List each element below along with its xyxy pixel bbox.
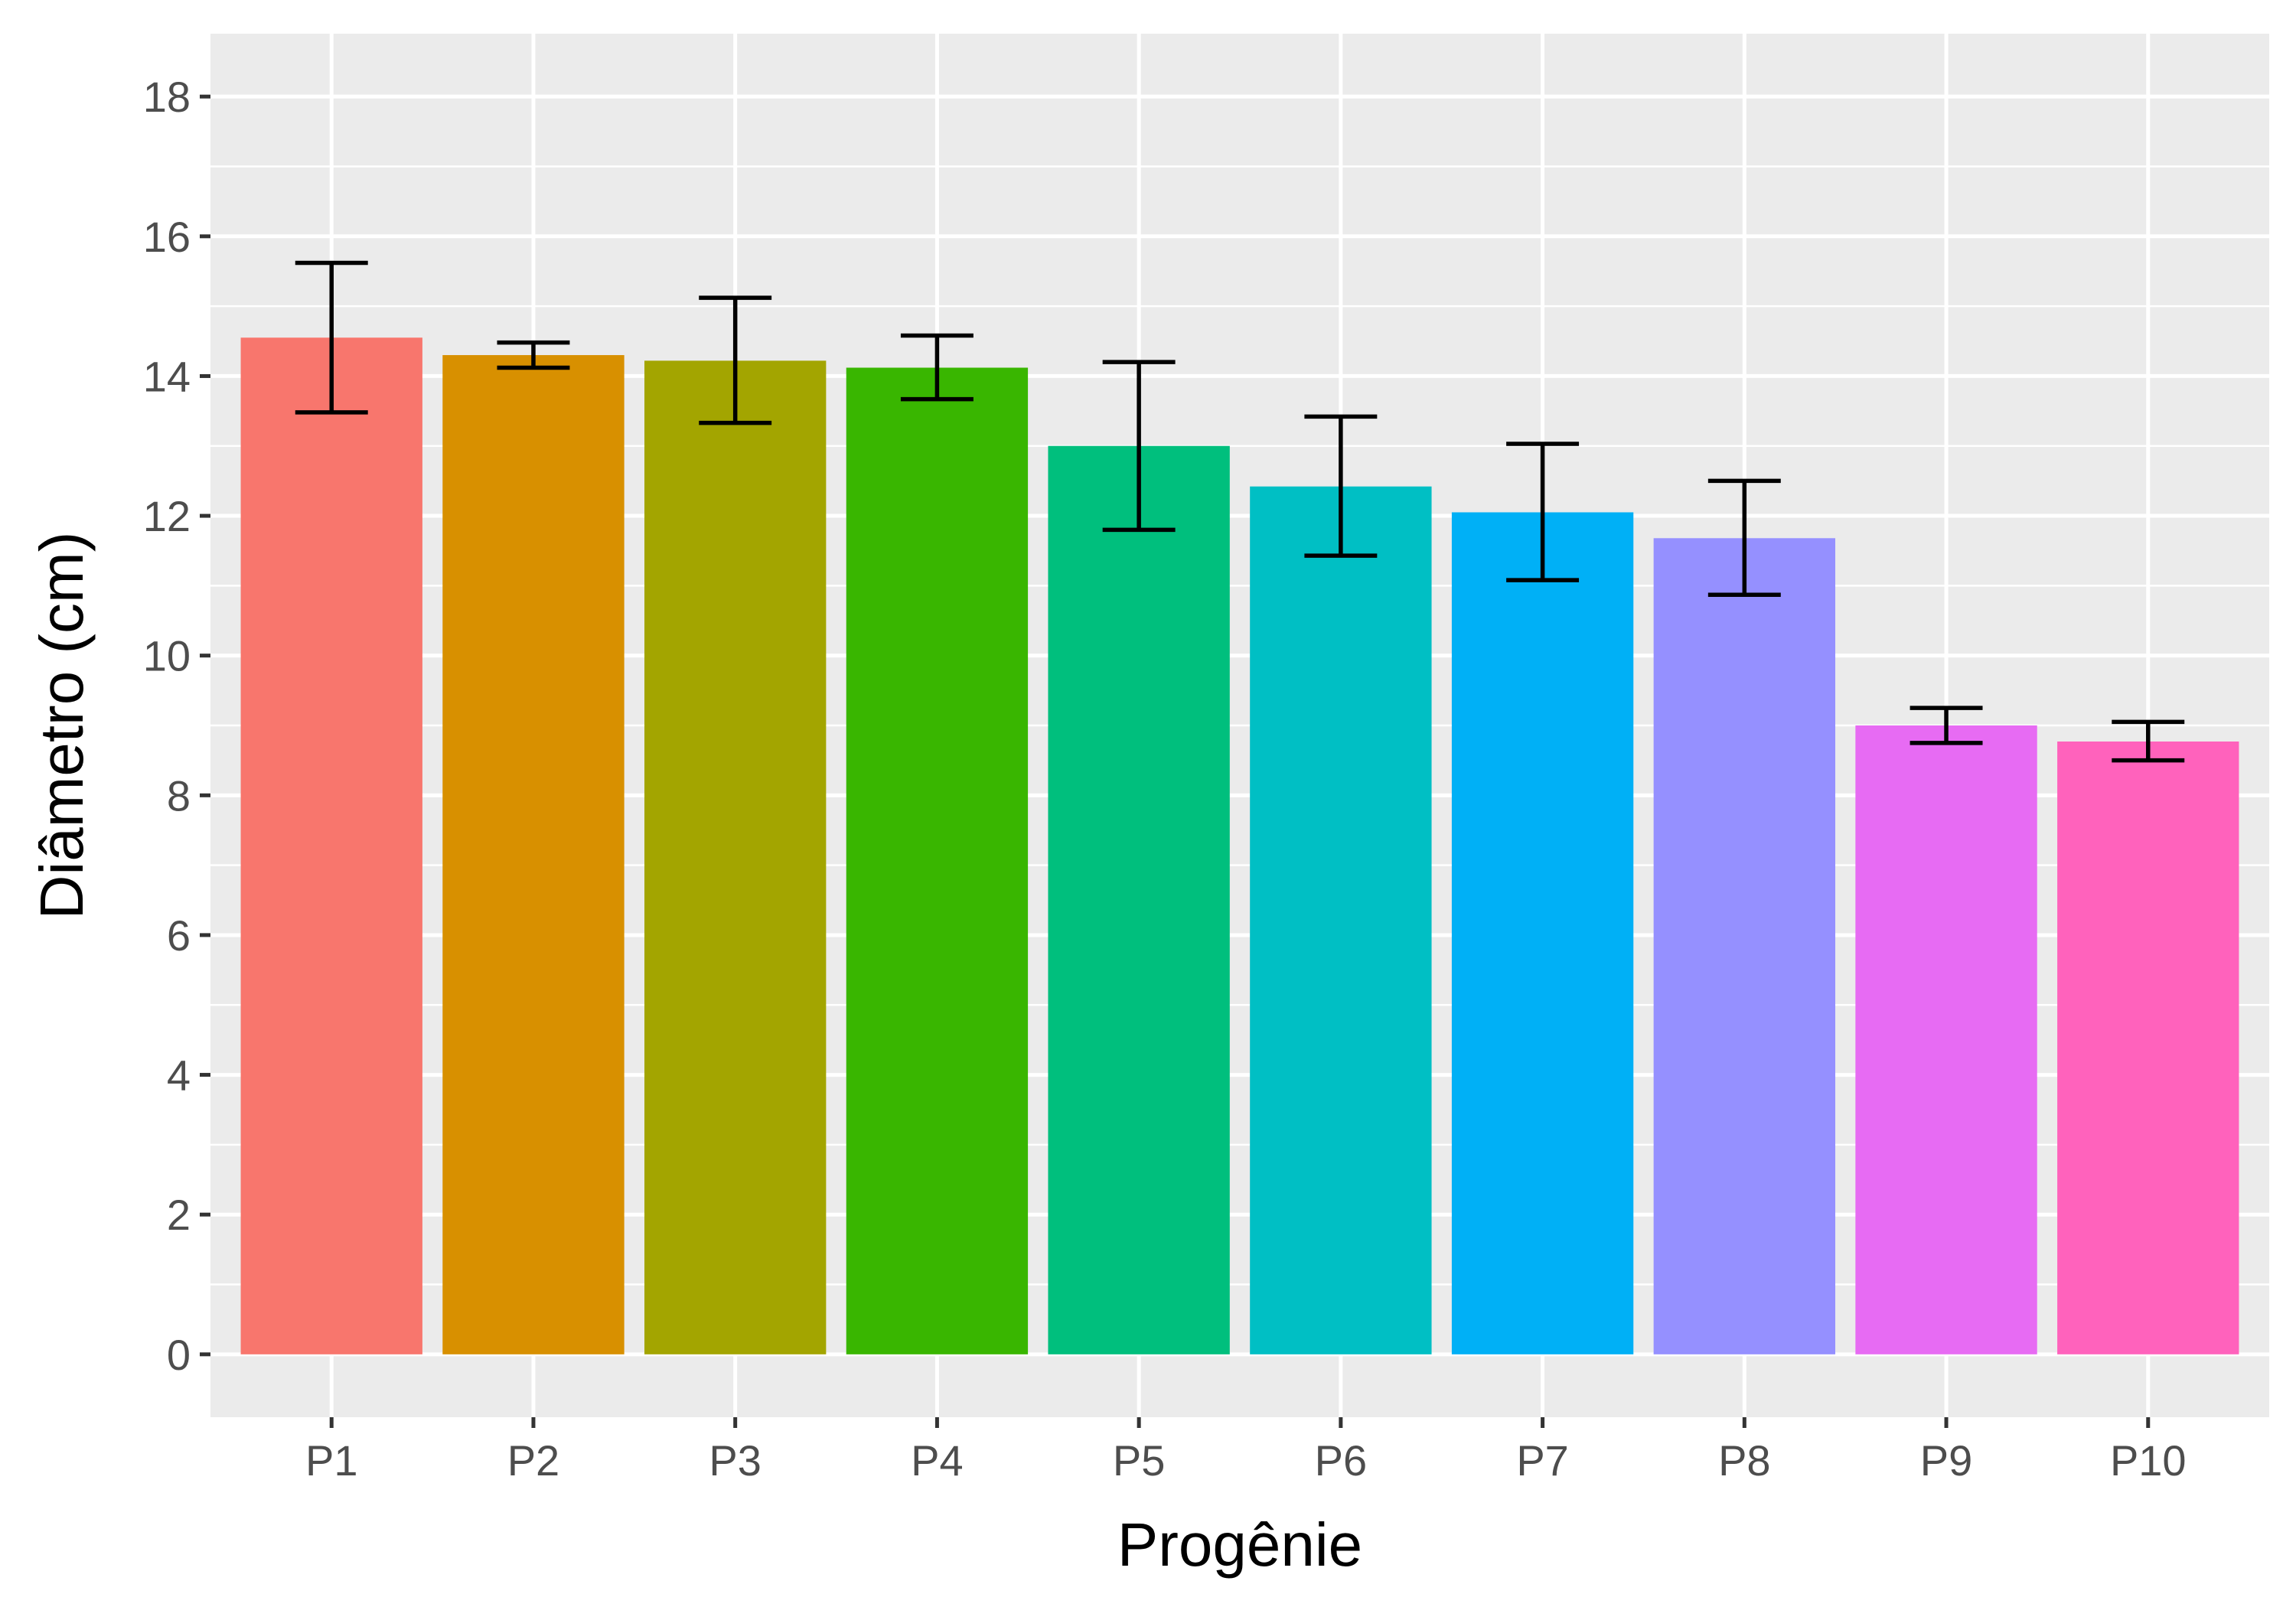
x-tick-label: P5 [1113,1436,1166,1485]
y-tick-label: 8 [167,771,191,820]
y-tick-label: 6 [167,911,191,960]
y-tick-label: 12 [143,492,191,540]
y-tick-label: 0 [167,1331,191,1379]
error-bar-p8 [1707,478,1781,597]
x-tick-label: P1 [305,1436,358,1485]
error-bar-p5 [1102,360,1176,533]
x-tick-label: P6 [1315,1436,1368,1485]
error-bar-p4 [900,333,974,402]
bar-p7 [1451,512,1634,1354]
y-tick-label: 14 [143,352,191,400]
error-bar-p3 [699,295,772,425]
bar-p8 [1653,538,1835,1354]
error-bar-p10 [2112,719,2185,763]
x-tick-label: P7 [1516,1436,1569,1485]
bar-p10 [2057,742,2239,1354]
bars [240,337,2239,1354]
x-tick-label: P2 [507,1436,560,1485]
bar-p4 [846,367,1029,1354]
x-axis: P1 P2 P3 P4 P5 P6 P7 P8 P9 P10 [305,1417,2187,1485]
error-bar-p2 [497,340,570,370]
error-bar-p6 [1304,414,1378,558]
bar-p5 [1048,445,1230,1354]
error-bars [295,260,2185,763]
y-tick-label: 10 [143,632,191,680]
y-tick-label: 18 [143,73,191,121]
bar-p2 [442,355,625,1354]
bar-p1 [240,337,422,1354]
x-tick-label: P8 [1718,1436,1771,1485]
bar-p9 [1855,725,2037,1354]
bar-p6 [1250,486,1432,1354]
y-tick-label: 4 [167,1051,191,1100]
x-tick-label: P3 [709,1436,762,1485]
error-bar-p7 [1506,442,1580,582]
x-tick-label: P9 [1920,1436,1973,1485]
x-axis-title: Progênie [1117,1511,1362,1579]
error-bar-p9 [1910,706,1983,745]
y-tick-label: 16 [143,213,191,261]
y-axis: 0 2 4 6 8 10 12 14 16 18 [143,73,210,1379]
bar-p3 [644,360,827,1354]
error-bar-p1 [295,260,368,415]
y-axis-title: Diâmetro (cm) [28,532,96,920]
x-tick-label: P10 [2110,1436,2187,1485]
x-tick-label: P4 [911,1436,964,1485]
y-tick-label: 2 [167,1191,191,1239]
